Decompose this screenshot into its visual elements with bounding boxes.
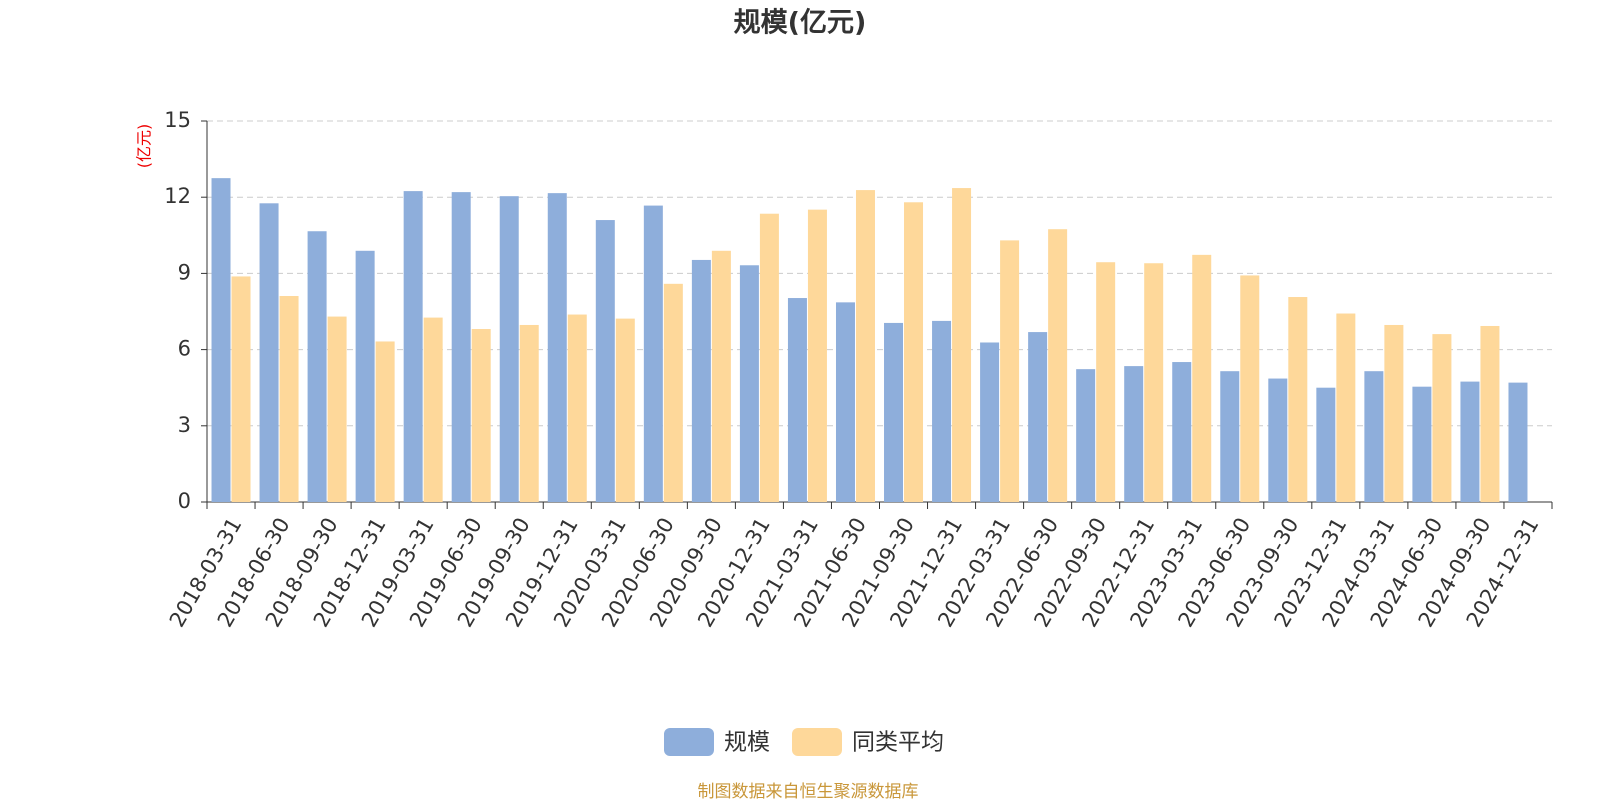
bar xyxy=(451,192,471,502)
bar xyxy=(1460,381,1480,502)
bar xyxy=(1144,263,1164,502)
bar xyxy=(1192,254,1212,502)
bar xyxy=(1000,240,1020,502)
bar xyxy=(375,341,395,502)
source-note: 制图数据来自恒生聚源数据库 xyxy=(698,782,919,800)
bar xyxy=(231,276,251,502)
bar xyxy=(567,314,587,502)
bar xyxy=(759,213,779,502)
bar xyxy=(1220,371,1240,502)
bar xyxy=(1028,332,1048,502)
bar xyxy=(279,296,299,502)
y-unit: (亿元) xyxy=(135,124,154,169)
bar xyxy=(1240,275,1260,502)
bar xyxy=(471,329,491,502)
y-tick-label: 6 xyxy=(178,337,191,361)
bar xyxy=(711,250,731,502)
bar xyxy=(807,209,827,502)
bar xyxy=(1076,369,1096,502)
y-tick-label: 3 xyxy=(178,413,191,437)
bar xyxy=(932,320,952,502)
bar xyxy=(1432,334,1452,502)
legend-label[interactable]: 规模 xyxy=(724,730,770,756)
bar xyxy=(547,193,567,503)
bar xyxy=(855,190,875,502)
legend-swatch[interactable] xyxy=(664,728,714,756)
bar xyxy=(787,298,807,502)
bar xyxy=(739,265,759,502)
bar xyxy=(1096,262,1116,502)
bar xyxy=(904,202,924,502)
y-tick-label: 12 xyxy=(164,184,191,208)
chart-title: 规模(亿元) xyxy=(734,8,867,39)
bar xyxy=(884,322,904,502)
y-tick-label: 9 xyxy=(178,260,191,284)
bar xyxy=(1172,362,1192,502)
bar xyxy=(211,178,231,502)
bar xyxy=(327,316,347,502)
bar xyxy=(1364,371,1384,502)
bar xyxy=(1288,297,1308,502)
bar xyxy=(355,250,375,502)
bar xyxy=(980,342,1000,502)
bar xyxy=(663,283,683,502)
legend-swatch[interactable] xyxy=(792,728,842,756)
bar xyxy=(1316,387,1336,502)
bar xyxy=(1480,325,1500,502)
legend-label[interactable]: 同类平均 xyxy=(852,730,944,756)
bar xyxy=(519,324,539,502)
bar xyxy=(1412,386,1432,502)
bar xyxy=(307,231,327,502)
bar xyxy=(952,188,972,502)
bar xyxy=(1508,382,1528,502)
bar xyxy=(403,191,423,502)
bar xyxy=(259,203,279,502)
y-tick-label: 15 xyxy=(164,108,191,132)
bar xyxy=(691,259,711,502)
bar xyxy=(1336,313,1356,502)
bar xyxy=(1124,366,1144,502)
bar xyxy=(595,220,615,502)
bar xyxy=(1048,229,1068,503)
bar xyxy=(643,205,663,502)
bar xyxy=(835,302,855,502)
bar xyxy=(1384,324,1404,502)
bar xyxy=(615,318,635,502)
bar xyxy=(499,196,519,502)
y-tick-label: 0 xyxy=(178,489,191,513)
bar xyxy=(1268,378,1288,502)
bar xyxy=(423,317,443,502)
